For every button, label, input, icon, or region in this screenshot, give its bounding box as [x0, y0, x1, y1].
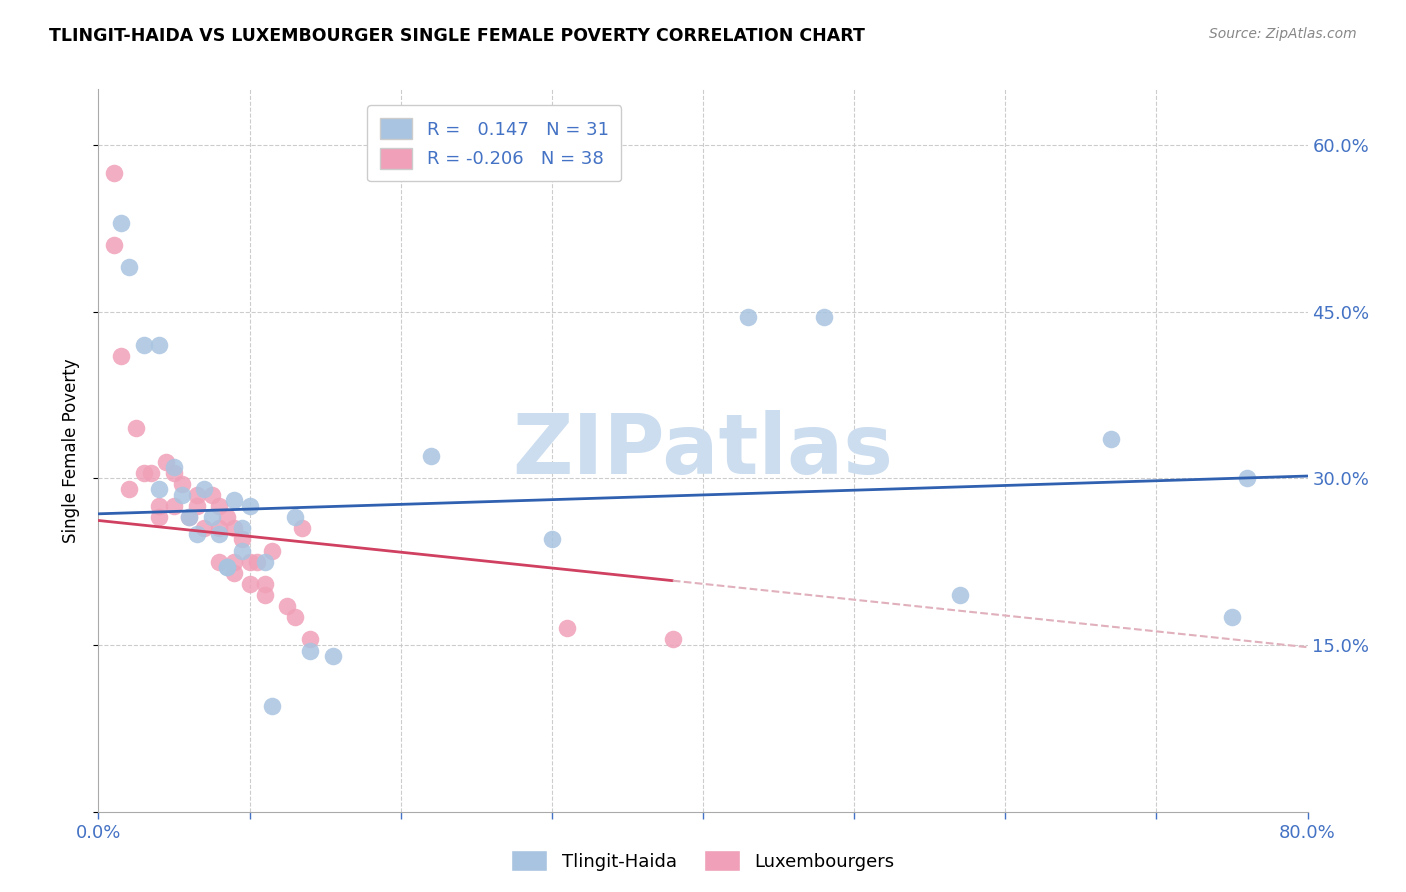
Point — [132, 338, 155, 352]
Point — [215, 560, 238, 574]
Point — [231, 533, 253, 547]
Point — [1099, 433, 1122, 447]
Point — [170, 476, 193, 491]
Point — [555, 621, 578, 635]
Point — [201, 488, 224, 502]
Point — [103, 237, 125, 252]
Point — [208, 521, 231, 535]
Point — [215, 510, 238, 524]
Point — [299, 643, 322, 657]
Point — [284, 610, 307, 624]
Point — [813, 310, 835, 324]
Point — [284, 510, 307, 524]
Point — [239, 555, 262, 569]
Point — [661, 632, 683, 647]
Point — [148, 338, 170, 352]
Point — [208, 526, 231, 541]
Point — [170, 488, 193, 502]
Point — [208, 499, 231, 513]
Point — [125, 421, 148, 435]
Point — [420, 449, 443, 463]
Point — [186, 526, 208, 541]
Point — [148, 499, 170, 513]
Point — [193, 521, 215, 535]
Point — [141, 466, 163, 480]
Point — [262, 543, 284, 558]
Point — [239, 499, 262, 513]
Point — [1236, 471, 1258, 485]
Point — [224, 493, 246, 508]
Point — [239, 577, 262, 591]
Point — [215, 560, 238, 574]
Text: ZIPatlas: ZIPatlas — [513, 410, 893, 491]
Point — [201, 510, 224, 524]
Point — [148, 510, 170, 524]
Point — [103, 165, 125, 179]
Point — [1220, 610, 1243, 624]
Point — [208, 555, 231, 569]
Point — [262, 699, 284, 714]
Point — [186, 499, 208, 513]
Point — [110, 349, 132, 363]
Point — [163, 466, 186, 480]
Text: TLINGIT-HAIDA VS LUXEMBOURGER SINGLE FEMALE POVERTY CORRELATION CHART: TLINGIT-HAIDA VS LUXEMBOURGER SINGLE FEM… — [49, 27, 865, 45]
Point — [224, 555, 246, 569]
Point — [737, 310, 759, 324]
Point — [231, 543, 253, 558]
Point — [231, 521, 253, 535]
Point — [291, 521, 314, 535]
Point — [949, 588, 972, 602]
Point — [253, 577, 276, 591]
Point — [148, 483, 170, 497]
Point — [186, 488, 208, 502]
Y-axis label: Single Female Poverty: Single Female Poverty — [62, 359, 80, 542]
Point — [224, 566, 246, 580]
Text: Source: ZipAtlas.com: Source: ZipAtlas.com — [1209, 27, 1357, 41]
Point — [110, 216, 132, 230]
Point — [253, 555, 276, 569]
Point — [132, 466, 155, 480]
Point — [193, 483, 215, 497]
Point — [299, 632, 322, 647]
Point — [179, 510, 201, 524]
Point — [163, 499, 186, 513]
Point — [322, 649, 344, 664]
Point — [163, 460, 186, 475]
Point — [118, 483, 141, 497]
Point — [246, 555, 269, 569]
Point — [276, 599, 298, 613]
Point — [253, 588, 276, 602]
Point — [118, 260, 141, 274]
Point — [179, 510, 201, 524]
Point — [540, 533, 562, 547]
Legend: Tlingit-Haida, Luxembourgers: Tlingit-Haida, Luxembourgers — [505, 843, 901, 879]
Point — [224, 521, 246, 535]
Point — [155, 454, 177, 468]
Legend: R =   0.147   N = 31, R = -0.206   N = 38: R = 0.147 N = 31, R = -0.206 N = 38 — [367, 105, 621, 181]
